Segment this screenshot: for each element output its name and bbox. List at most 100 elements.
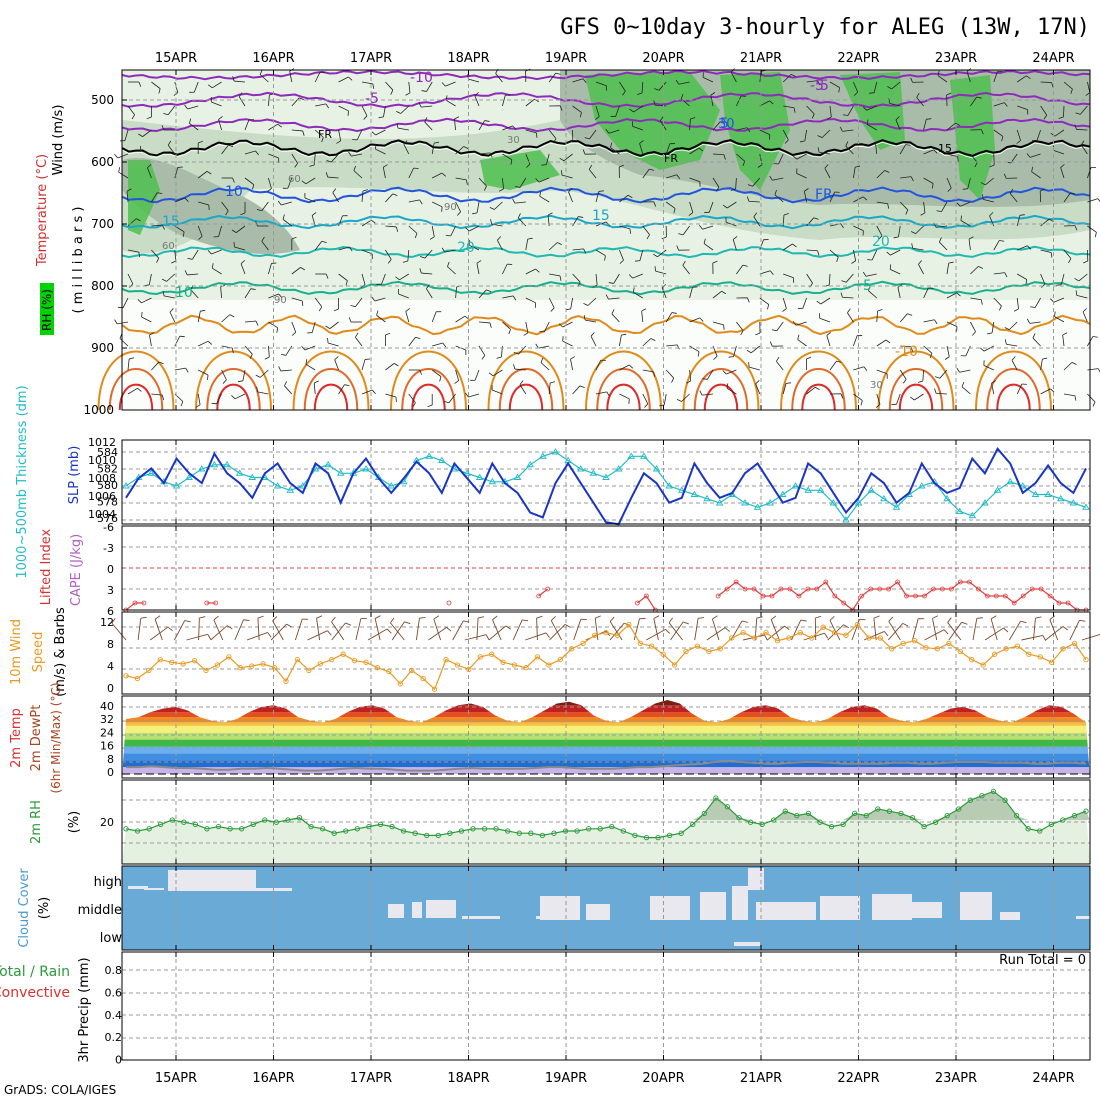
wind-barb (819, 151, 831, 155)
wind10-barb-flag (327, 630, 332, 636)
wind10-barb-flag (1003, 627, 1009, 633)
wind-barb-flag (654, 88, 660, 91)
thickness-line-marker (299, 482, 307, 489)
contour-label: FR (318, 128, 332, 141)
wind-barb (899, 313, 908, 323)
thickness-tick-label: 576 (97, 512, 118, 525)
wind-barb-flag (232, 76, 235, 82)
wind-barb-flag (579, 112, 582, 118)
wind-barb-flag (605, 129, 610, 134)
wind-barb (445, 81, 456, 87)
wind-barb (1040, 388, 1051, 395)
rh-green-patch (128, 160, 160, 235)
wind-barb (865, 273, 877, 277)
lifted-index-marker (859, 593, 865, 599)
wind-barb-flag (278, 366, 282, 372)
wind-barb-flag (956, 292, 961, 297)
wind-barb-flag (393, 363, 399, 367)
wind-barb-flag (497, 236, 502, 241)
wind-barb-flag (1040, 188, 1045, 192)
wind10-speed-line-marker (477, 654, 483, 660)
wind-barb (190, 289, 199, 299)
wind-barb-flag (769, 175, 773, 181)
wind-barb-flag (755, 380, 760, 385)
lifted-index-marker (940, 586, 945, 592)
rh2m-line-marker (424, 832, 430, 839)
wind10-barb-flag (446, 627, 452, 632)
cloud-patch (734, 942, 760, 946)
cloud-patch (144, 888, 164, 890)
wind-barb-flag (256, 386, 258, 392)
wind-barb (1040, 359, 1043, 371)
wind10-speed-line-marker (637, 640, 643, 647)
lifted-index-marker (913, 593, 918, 599)
wind10-barb-flag (815, 615, 822, 619)
wind-barb (147, 167, 152, 179)
wind-barb (570, 297, 573, 309)
wind10-barb (1045, 626, 1064, 641)
wind-barb-flag (348, 317, 352, 323)
wind-barb (726, 387, 737, 395)
wind-barb-flag (325, 172, 329, 178)
wind-barb (502, 153, 513, 161)
wind-barb (829, 81, 840, 88)
wind-barb (311, 321, 316, 333)
ylabel-rh: RH (%) (40, 289, 54, 331)
rh2m-line-marker (1025, 826, 1031, 832)
wind-barb (385, 249, 392, 260)
temp-contour-35 (108, 368, 164, 411)
wind-barb (632, 125, 643, 131)
wind-barb-flag (746, 196, 750, 202)
temp-band (122, 739, 1090, 747)
wind-barb-flag (907, 313, 913, 316)
wind-barb-flag (910, 77, 913, 83)
wind-barb (876, 225, 883, 236)
pressure-tick-label: 500 (91, 93, 114, 107)
wind-barb (595, 391, 607, 395)
wind10-barb (932, 618, 938, 641)
temp-contour-30 (682, 350, 760, 411)
wind-barb-flag (568, 140, 573, 144)
wind10-barb (433, 618, 442, 641)
thickness-line-marker (943, 494, 951, 502)
wind-barb (141, 316, 152, 323)
wind10-barb (573, 619, 582, 641)
wind-barb (539, 195, 550, 203)
wind-barb-flag (862, 106, 867, 111)
wind-barb-flag (686, 380, 691, 384)
wind-barb-flag (1085, 92, 1091, 96)
wind10-speed-line-marker (957, 648, 963, 655)
wind-barb (991, 383, 995, 395)
thickness-line-marker (854, 499, 863, 506)
wind10-barb (488, 625, 507, 641)
wind-barb-flag (371, 219, 376, 224)
wind10-barb-flag (943, 629, 949, 635)
lifted-index-marker (993, 593, 999, 599)
wind-barb (821, 129, 831, 138)
wind-barb (127, 273, 134, 285)
wind-barb (1063, 105, 1065, 118)
wind-barb-flag (811, 113, 815, 119)
wind-barb (385, 81, 394, 91)
wind-barb-flag (1083, 260, 1088, 264)
wind-barb-flag (1097, 198, 1100, 202)
wind-barb (244, 320, 256, 323)
wind-barb-flag (405, 92, 411, 96)
wind10-speed-line-marker (283, 678, 289, 684)
thickness-line (125, 451, 1087, 522)
wind10-barb (415, 618, 420, 641)
wind-barb (914, 393, 924, 401)
wind-barb (234, 246, 246, 251)
wind-barb (1054, 129, 1065, 137)
wind-barb (431, 143, 435, 155)
wind-barb (916, 97, 924, 107)
wind-barb (899, 201, 909, 211)
wind-barb-flag (723, 154, 726, 160)
wind-barb (759, 129, 770, 136)
wind-barb-flag (938, 237, 942, 243)
wind-barb (424, 249, 433, 259)
rh2m-line-marker (817, 819, 823, 825)
wind-barb (967, 177, 971, 189)
thickness-line-marker (362, 465, 370, 472)
pressure-tick-label: 900 (91, 341, 114, 355)
